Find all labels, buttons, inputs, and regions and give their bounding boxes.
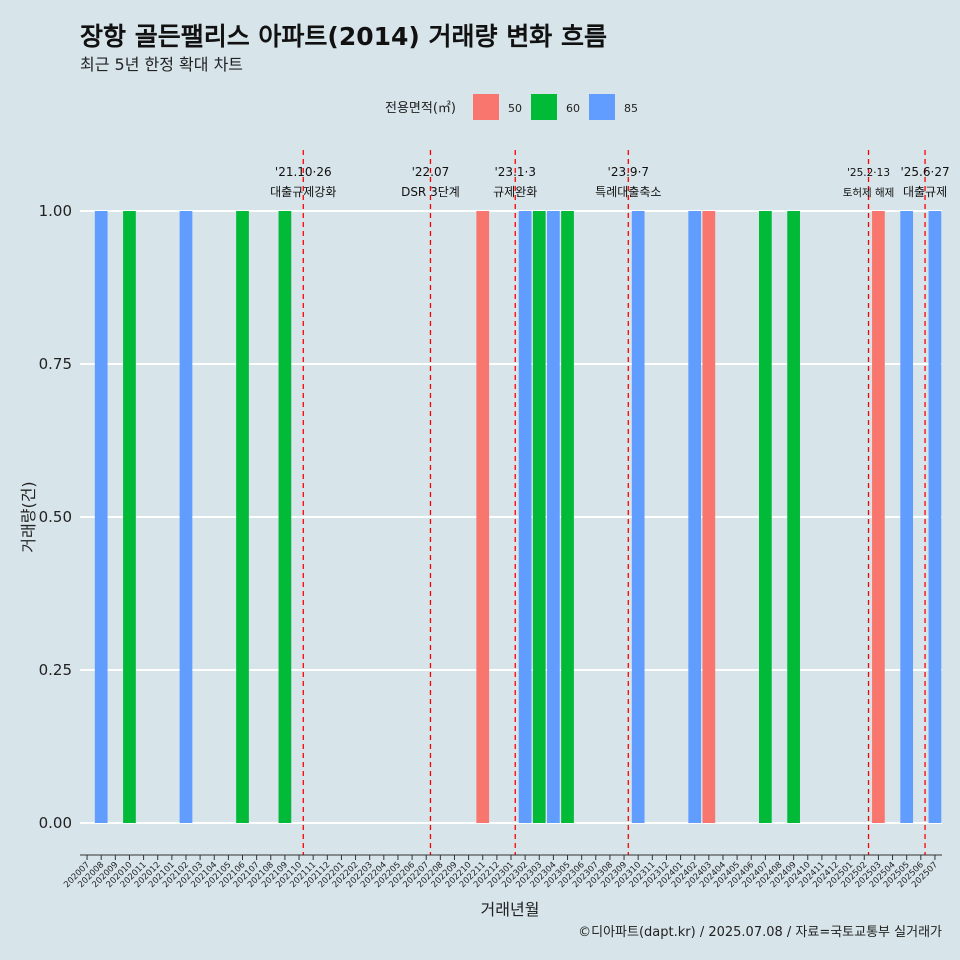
bar-202409-60	[787, 211, 800, 823]
bar-202211-50	[476, 211, 490, 823]
legend-title: 전용면적(㎡)	[385, 101, 456, 116]
y-axis-title: 거래량(건)	[19, 481, 38, 552]
legend-label-50: 50	[508, 102, 522, 115]
y-tick-label: 0.00	[39, 814, 72, 832]
bar-202010-60	[123, 211, 136, 823]
legend-label-60: 60	[566, 102, 580, 115]
legend-swatch-85	[589, 94, 615, 120]
event-date-label: '22.07	[412, 165, 450, 179]
y-tick-label: 0.25	[39, 661, 72, 679]
event-date-label: '23.9·7	[608, 165, 649, 179]
event-date-label: '23.1·3	[495, 165, 536, 179]
chart-subtitle: 최근 5년 한정 확대 차트	[80, 55, 243, 74]
bar-202505-85	[900, 211, 914, 823]
event-desc-label: 대출규제강화	[270, 185, 336, 199]
bar-202305-60	[561, 211, 574, 823]
x-axis-title: 거래년월	[481, 900, 540, 919]
bar-202503-50	[872, 211, 885, 823]
y-tick-label: 0.75	[39, 355, 72, 373]
legend-swatch-60	[531, 94, 557, 120]
event-desc-label: 토허제 해제	[843, 186, 895, 199]
bar-202402-85	[688, 211, 702, 823]
legend-swatch-50	[473, 94, 499, 120]
caption: ©디아파트(dapt.kr) / 2025.07.08 / 자료=국토교통부 실…	[578, 925, 942, 940]
event-date-label: '25.2·13	[847, 167, 890, 179]
chart-title: 장항 골든팰리스 아파트(2014) 거래량 변화 흐름	[80, 22, 607, 51]
gridlines	[80, 210, 942, 824]
y-tick-label: 0.50	[39, 508, 72, 526]
bar-202310-85	[631, 211, 645, 823]
legend: 전용면적(㎡) 50 60 85	[385, 94, 638, 120]
bars	[94, 211, 942, 823]
y-tick-label: 1.00	[39, 202, 72, 220]
bar-202302-85	[518, 211, 532, 823]
bar-202507-85	[928, 211, 942, 823]
event-date-label: '21.10·26	[275, 165, 332, 179]
event-desc-label: 대출규제	[903, 185, 947, 199]
annotations: '21.10·26 대출규제강화 '22.07 DSR 3단계 '23.1·3 규제완화 '…	[270, 150, 950, 855]
event-desc-label: 규제완화	[493, 185, 537, 199]
bar-202106-60	[236, 211, 249, 823]
bar-202102-85	[179, 211, 193, 823]
y-axis: 0.00 0.25 0.50 0.75 1.00	[39, 202, 72, 832]
event-date-label: '25.6·27	[900, 165, 949, 179]
bar-202403-50	[702, 211, 716, 823]
event-desc-label: 특례대출축소	[595, 185, 661, 199]
legend-label-85: 85	[624, 102, 638, 115]
event-desc-label: DSR 3단계	[401, 185, 460, 199]
bar-202109-60	[278, 211, 292, 823]
bar-202407-60	[759, 211, 772, 823]
bar-202303-60	[532, 211, 546, 823]
x-axis: 2020072020082020092020102020112020122021…	[62, 854, 942, 890]
bar-202304-85	[547, 211, 560, 823]
bar-202008-85	[94, 211, 108, 823]
